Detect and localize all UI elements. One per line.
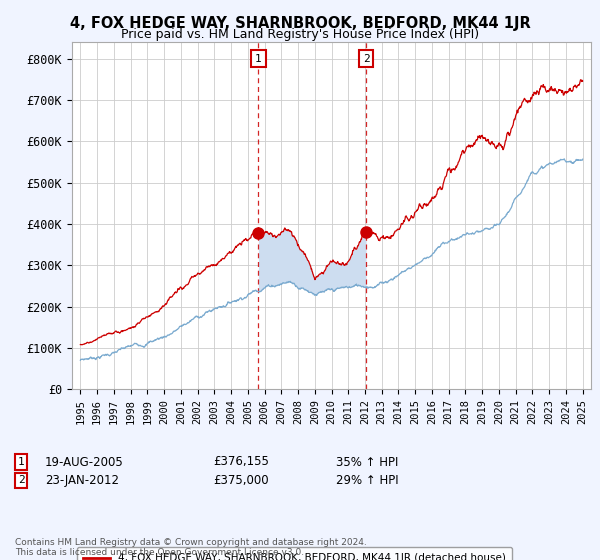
Legend: 4, FOX HEDGE WAY, SHARNBROOK, BEDFORD, MK44 1JR (detached house), HPI: Average p: 4, FOX HEDGE WAY, SHARNBROOK, BEDFORD, M… xyxy=(77,547,512,560)
Text: 29% ↑ HPI: 29% ↑ HPI xyxy=(336,474,398,487)
Text: Contains HM Land Registry data © Crown copyright and database right 2024.
This d: Contains HM Land Registry data © Crown c… xyxy=(15,538,367,557)
Text: 23-JAN-2012: 23-JAN-2012 xyxy=(45,474,119,487)
Text: Price paid vs. HM Land Registry's House Price Index (HPI): Price paid vs. HM Land Registry's House … xyxy=(121,28,479,41)
Text: 2: 2 xyxy=(363,54,370,63)
Text: 19-AUG-2005: 19-AUG-2005 xyxy=(45,455,124,469)
Text: 1: 1 xyxy=(17,457,25,467)
Text: £376,155: £376,155 xyxy=(213,455,269,469)
Text: 4, FOX HEDGE WAY, SHARNBROOK, BEDFORD, MK44 1JR: 4, FOX HEDGE WAY, SHARNBROOK, BEDFORD, M… xyxy=(70,16,530,31)
Text: 35% ↑ HPI: 35% ↑ HPI xyxy=(336,455,398,469)
Text: £375,000: £375,000 xyxy=(213,474,269,487)
Text: 1: 1 xyxy=(255,54,262,63)
Text: 2: 2 xyxy=(17,475,25,486)
